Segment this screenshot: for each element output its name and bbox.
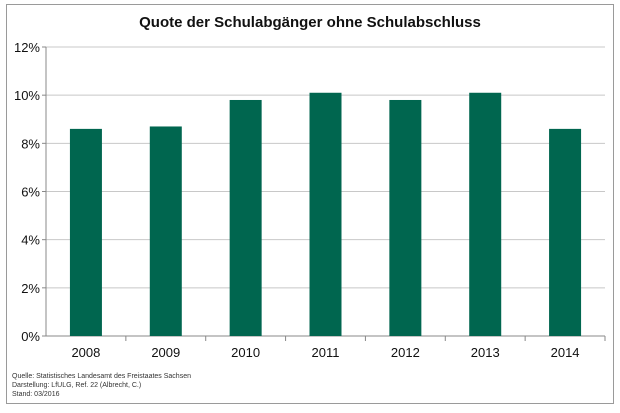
x-tick-label: 2011	[312, 345, 340, 360]
y-tick-label: 10%	[14, 88, 40, 103]
bar-2014	[549, 128, 582, 336]
date-line: Stand: 03/2016	[12, 391, 60, 398]
x-tick-label: 2014	[551, 345, 580, 360]
x-tick-label: 2010	[231, 345, 260, 360]
chart-title: Quote der Schulabgänger ohne Schulabschl…	[139, 14, 481, 31]
x-tick-label: 2012	[391, 345, 420, 360]
bar-2013	[469, 92, 502, 336]
y-tick-label: 12%	[14, 40, 40, 55]
author-line: Darstellung: LfULG, Ref. 22 (Albrecht, C…	[12, 382, 142, 389]
x-tick-label: 2013	[471, 345, 500, 360]
x-tick-label: 2009	[151, 345, 180, 360]
y-tick-label: 0%	[21, 329, 40, 344]
y-tick-label: 4%	[21, 233, 40, 248]
y-tick-label: 6%	[21, 185, 40, 200]
x-tick-label: 2008	[71, 345, 100, 360]
bar-2010	[229, 99, 262, 336]
source-line: Quelle: Statistisches Landesamt des Frei…	[12, 373, 191, 380]
bar-2008	[69, 128, 102, 336]
bar-2009	[149, 126, 182, 336]
bar-2011	[309, 92, 342, 336]
y-tick-label: 8%	[21, 136, 40, 151]
chart-frame	[6, 4, 614, 404]
y-tick-label: 2%	[21, 281, 40, 296]
bar-2012	[389, 99, 422, 336]
